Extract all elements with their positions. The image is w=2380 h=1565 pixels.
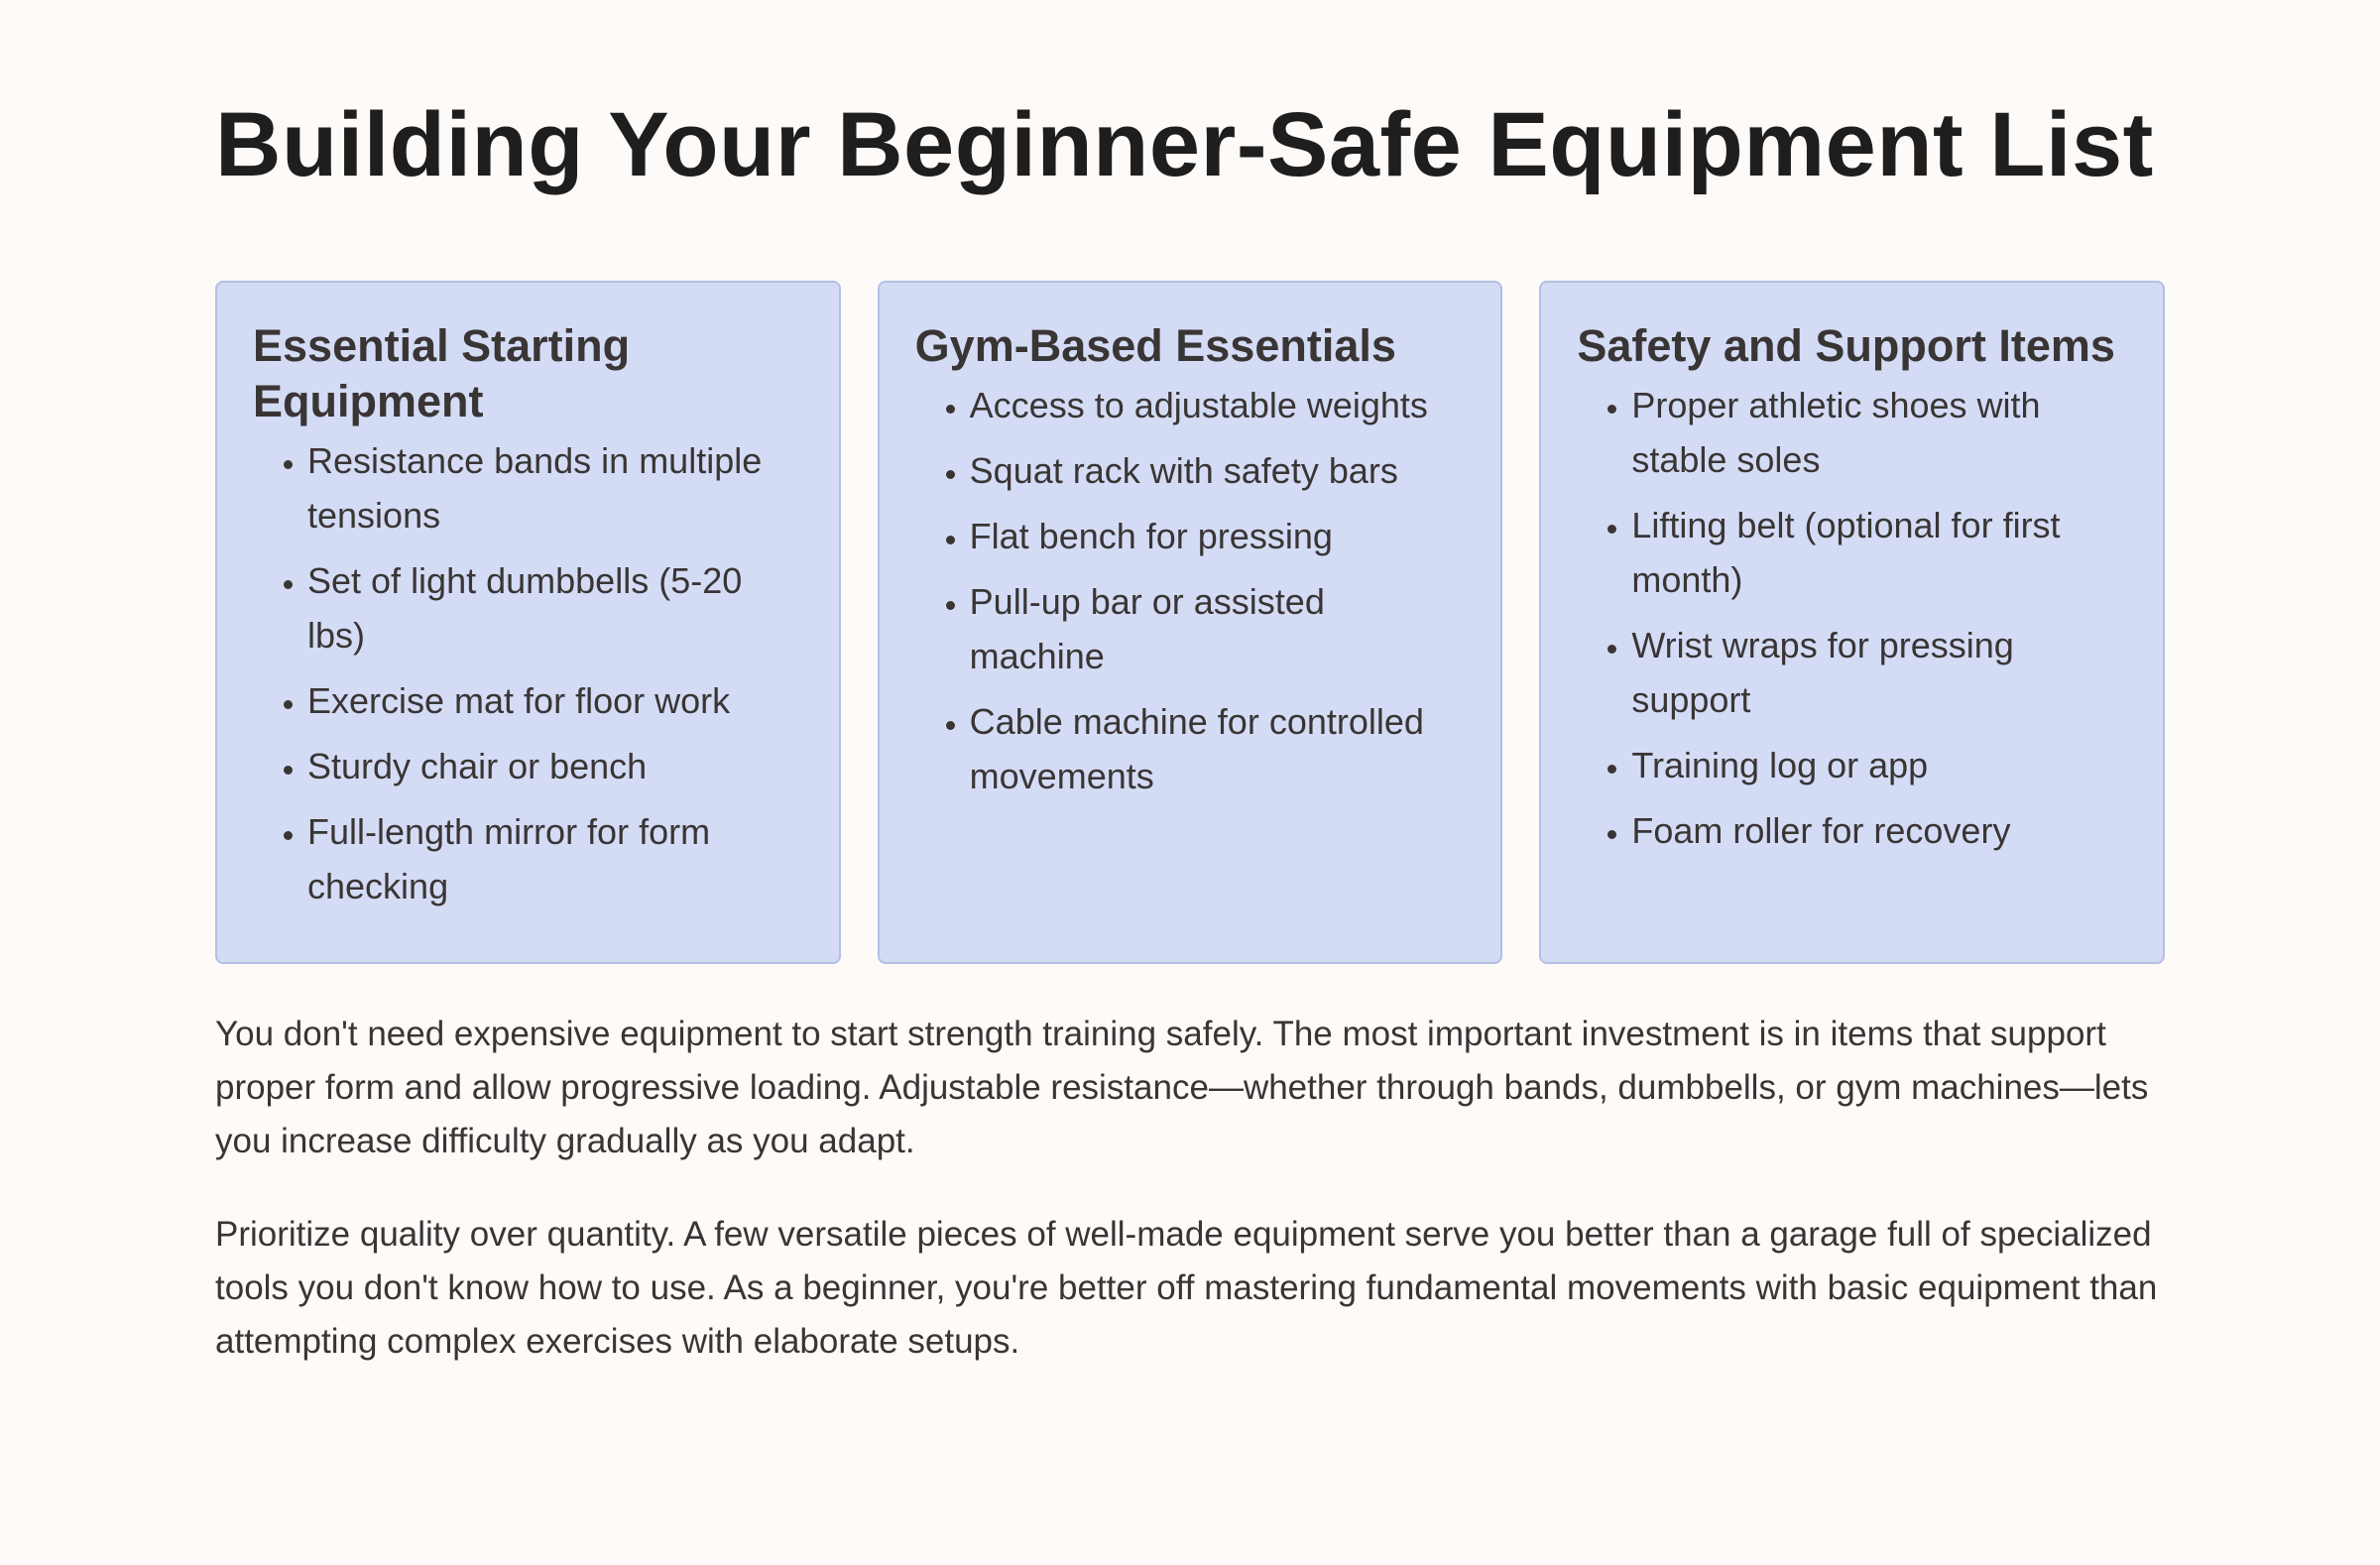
card-heading: Gym-Based Essentials: [914, 320, 1396, 371]
card-safety-and-support-items: Safety and Support Items Proper athletic…: [1539, 281, 2166, 964]
list-item: Exercise mat for floor work: [307, 673, 805, 728]
list-item: Full-length mirror for form checking: [307, 804, 805, 913]
list-item: Flat bench for pressing: [970, 509, 1468, 563]
card-heading: Safety and Support Items: [1577, 320, 2115, 371]
list-item: Cable machine for controlled movements: [970, 694, 1468, 803]
item-list: Resistance bands in multiple tensions Se…: [253, 433, 805, 913]
body-paragraph: Prioritize quality over quantity. A few …: [215, 1215, 2158, 1361]
list-item: Pull-up bar or assisted machine: [970, 574, 1468, 683]
list-item: Squat rack with safety bars: [970, 443, 1468, 498]
list-item: Set of light dumbbells (5-20 lbs): [307, 553, 805, 662]
list-item: Proper athletic shoes with stable soles: [1631, 378, 2129, 487]
list-item: Wrist wraps for pressing support: [1631, 618, 2129, 727]
list-item: Resistance bands in multiple tensions: [307, 433, 805, 542]
list-item: Sturdy chair or bench: [307, 739, 805, 793]
body-paragraph: You don't need expensive equipment to st…: [215, 1015, 2149, 1160]
list-item: Lifting belt (optional for first month): [1631, 498, 2129, 607]
list-item: Foam roller for recovery: [1631, 803, 2129, 858]
card-essential-starting-equipment: Essential Starting Equipment Resistance …: [215, 281, 841, 964]
item-list: Access to adjustable weights Squat rack …: [915, 378, 1468, 803]
card-heading: Essential Starting Equipment: [253, 320, 631, 426]
item-list: Proper athletic shoes with stable soles …: [1577, 378, 2129, 858]
list-item: Access to adjustable weights: [970, 378, 1468, 432]
article: Building Your Beginner-Safe Equipment Li…: [215, 91, 2166, 1369]
card-gym-based-essentials: Gym-Based Essentials Access to adjustabl…: [877, 281, 1503, 964]
page-title: Building Your Beginner-Safe Equipment Li…: [215, 94, 2154, 195]
list-item: Training log or app: [1631, 738, 2129, 792]
card-grid: Essential Starting Equipment Resistance …: [215, 281, 2166, 964]
